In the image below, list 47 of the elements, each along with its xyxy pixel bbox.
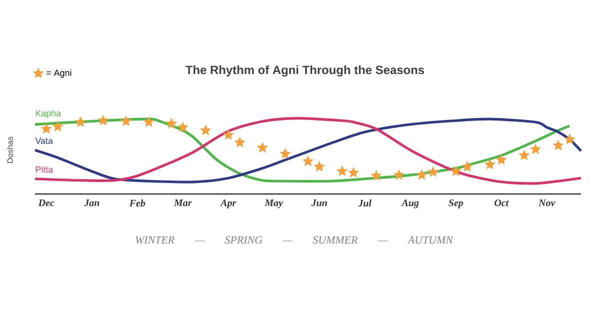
x-tick-label: Nov — [538, 200, 556, 206]
point — [416, 169, 428, 180]
point — [143, 116, 154, 127]
point — [462, 160, 473, 172]
point — [74, 116, 86, 127]
x-tick-label: Mar — [174, 200, 192, 206]
x-tick-label: Jun — [311, 200, 327, 206]
point — [496, 154, 508, 165]
point — [256, 142, 268, 153]
x-tick-label: Jul — [358, 200, 372, 207]
point — [234, 136, 246, 148]
point — [98, 114, 109, 126]
point — [280, 148, 291, 159]
point — [530, 143, 542, 154]
point — [314, 160, 326, 172]
point — [518, 149, 530, 160]
x-tick-label: Jan — [84, 200, 100, 206]
x-tick-label: Apr — [220, 200, 236, 208]
point — [348, 166, 360, 178]
point — [52, 120, 64, 132]
series-label: Vata — [35, 138, 53, 144]
point — [450, 165, 462, 176]
x-tick-label: Oct — [494, 200, 509, 206]
x-axis-title: WINTER — SPRING — SUMMER — AUTUMN — [136, 236, 454, 244]
series-label: Kapha — [36, 110, 62, 118]
point — [40, 122, 52, 134]
point — [336, 165, 348, 176]
series-label: Pitta — [36, 166, 54, 173]
point — [222, 129, 234, 140]
point — [484, 158, 496, 170]
point — [552, 140, 564, 150]
x-tick-label: Sep — [448, 200, 464, 208]
point — [166, 118, 178, 128]
x-tick-label: Feb — [129, 200, 146, 207]
chart-title: The Rhythm of Agni Through the Seasons — [186, 65, 424, 77]
x-tick-label: Aug — [401, 200, 419, 208]
x-tick-label: May — [264, 200, 284, 208]
legend-label: = Agni — [46, 69, 72, 78]
point — [177, 121, 189, 132]
x-tick-label: Dec — [38, 200, 54, 206]
point — [120, 115, 132, 126]
point — [370, 170, 382, 181]
point — [302, 155, 314, 166]
point — [427, 166, 439, 177]
point — [564, 134, 576, 144]
point — [200, 124, 212, 136]
point — [393, 169, 405, 180]
